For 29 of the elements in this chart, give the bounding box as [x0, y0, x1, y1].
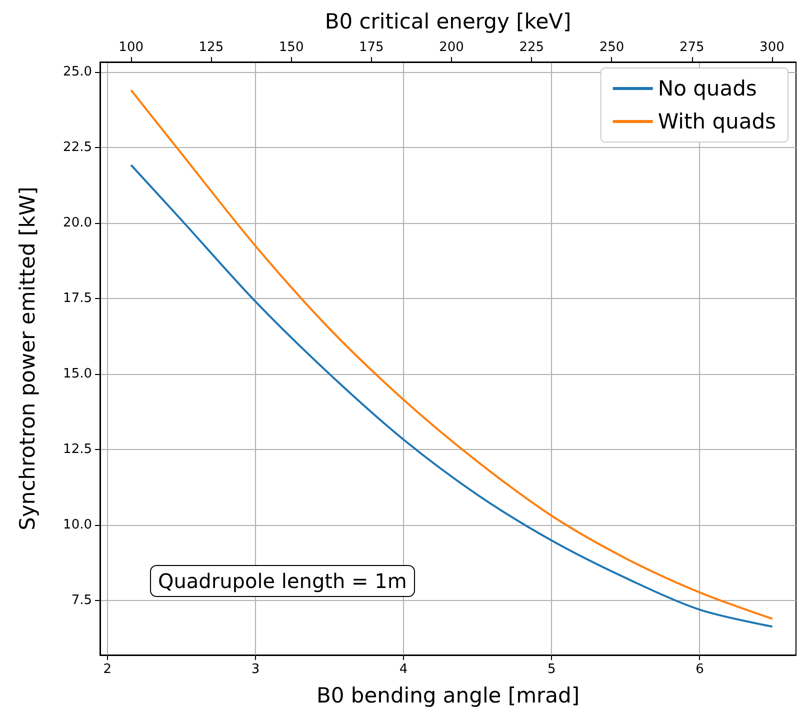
- x2-tick-label: 125: [198, 40, 224, 55]
- x2-axis-title: B0 critical energy [keV]: [324, 10, 572, 34]
- x-tick-label: 6: [696, 662, 704, 677]
- x-axis-title: B0 bending angle [mrad]: [316, 684, 580, 708]
- y-tick-label: 20.0: [63, 216, 92, 231]
- x2-tick-label: 175: [359, 40, 384, 55]
- line-series: [130, 164, 774, 628]
- x-tick-label: 2: [103, 662, 112, 677]
- x2-tick-label: 250: [599, 40, 624, 55]
- y-axis-title: Synchrotron power emitted [kW]: [16, 186, 40, 530]
- x2-tick-label: 275: [679, 40, 704, 55]
- y-tick-label: 17.5: [63, 291, 92, 306]
- y-tick-label: 15.0: [63, 366, 92, 382]
- x-tick-label: 4: [399, 662, 408, 677]
- x2-tick-label: 225: [519, 40, 544, 55]
- x2-tick-label: 150: [278, 40, 304, 55]
- y-tick-label: 12.5: [63, 442, 92, 458]
- y-tick-label: 25.0: [63, 64, 92, 80]
- x-tick-label: 3: [251, 662, 260, 677]
- y-tick-label: 22.5: [63, 140, 92, 155]
- x2-tick-label: 100: [118, 40, 144, 55]
- y-tick-label: 7.5: [71, 593, 92, 608]
- x2-tick-label: 200: [439, 40, 464, 55]
- annotation: Quadrupole length = 1m: [158, 569, 407, 593]
- x-tick-label: 5: [548, 662, 556, 677]
- y-tick-label: 10.0: [63, 518, 92, 533]
- x2-tick-label: 300: [760, 40, 784, 55]
- legend-label: No quads: [658, 76, 757, 100]
- legend-label: With quads: [658, 110, 776, 134]
